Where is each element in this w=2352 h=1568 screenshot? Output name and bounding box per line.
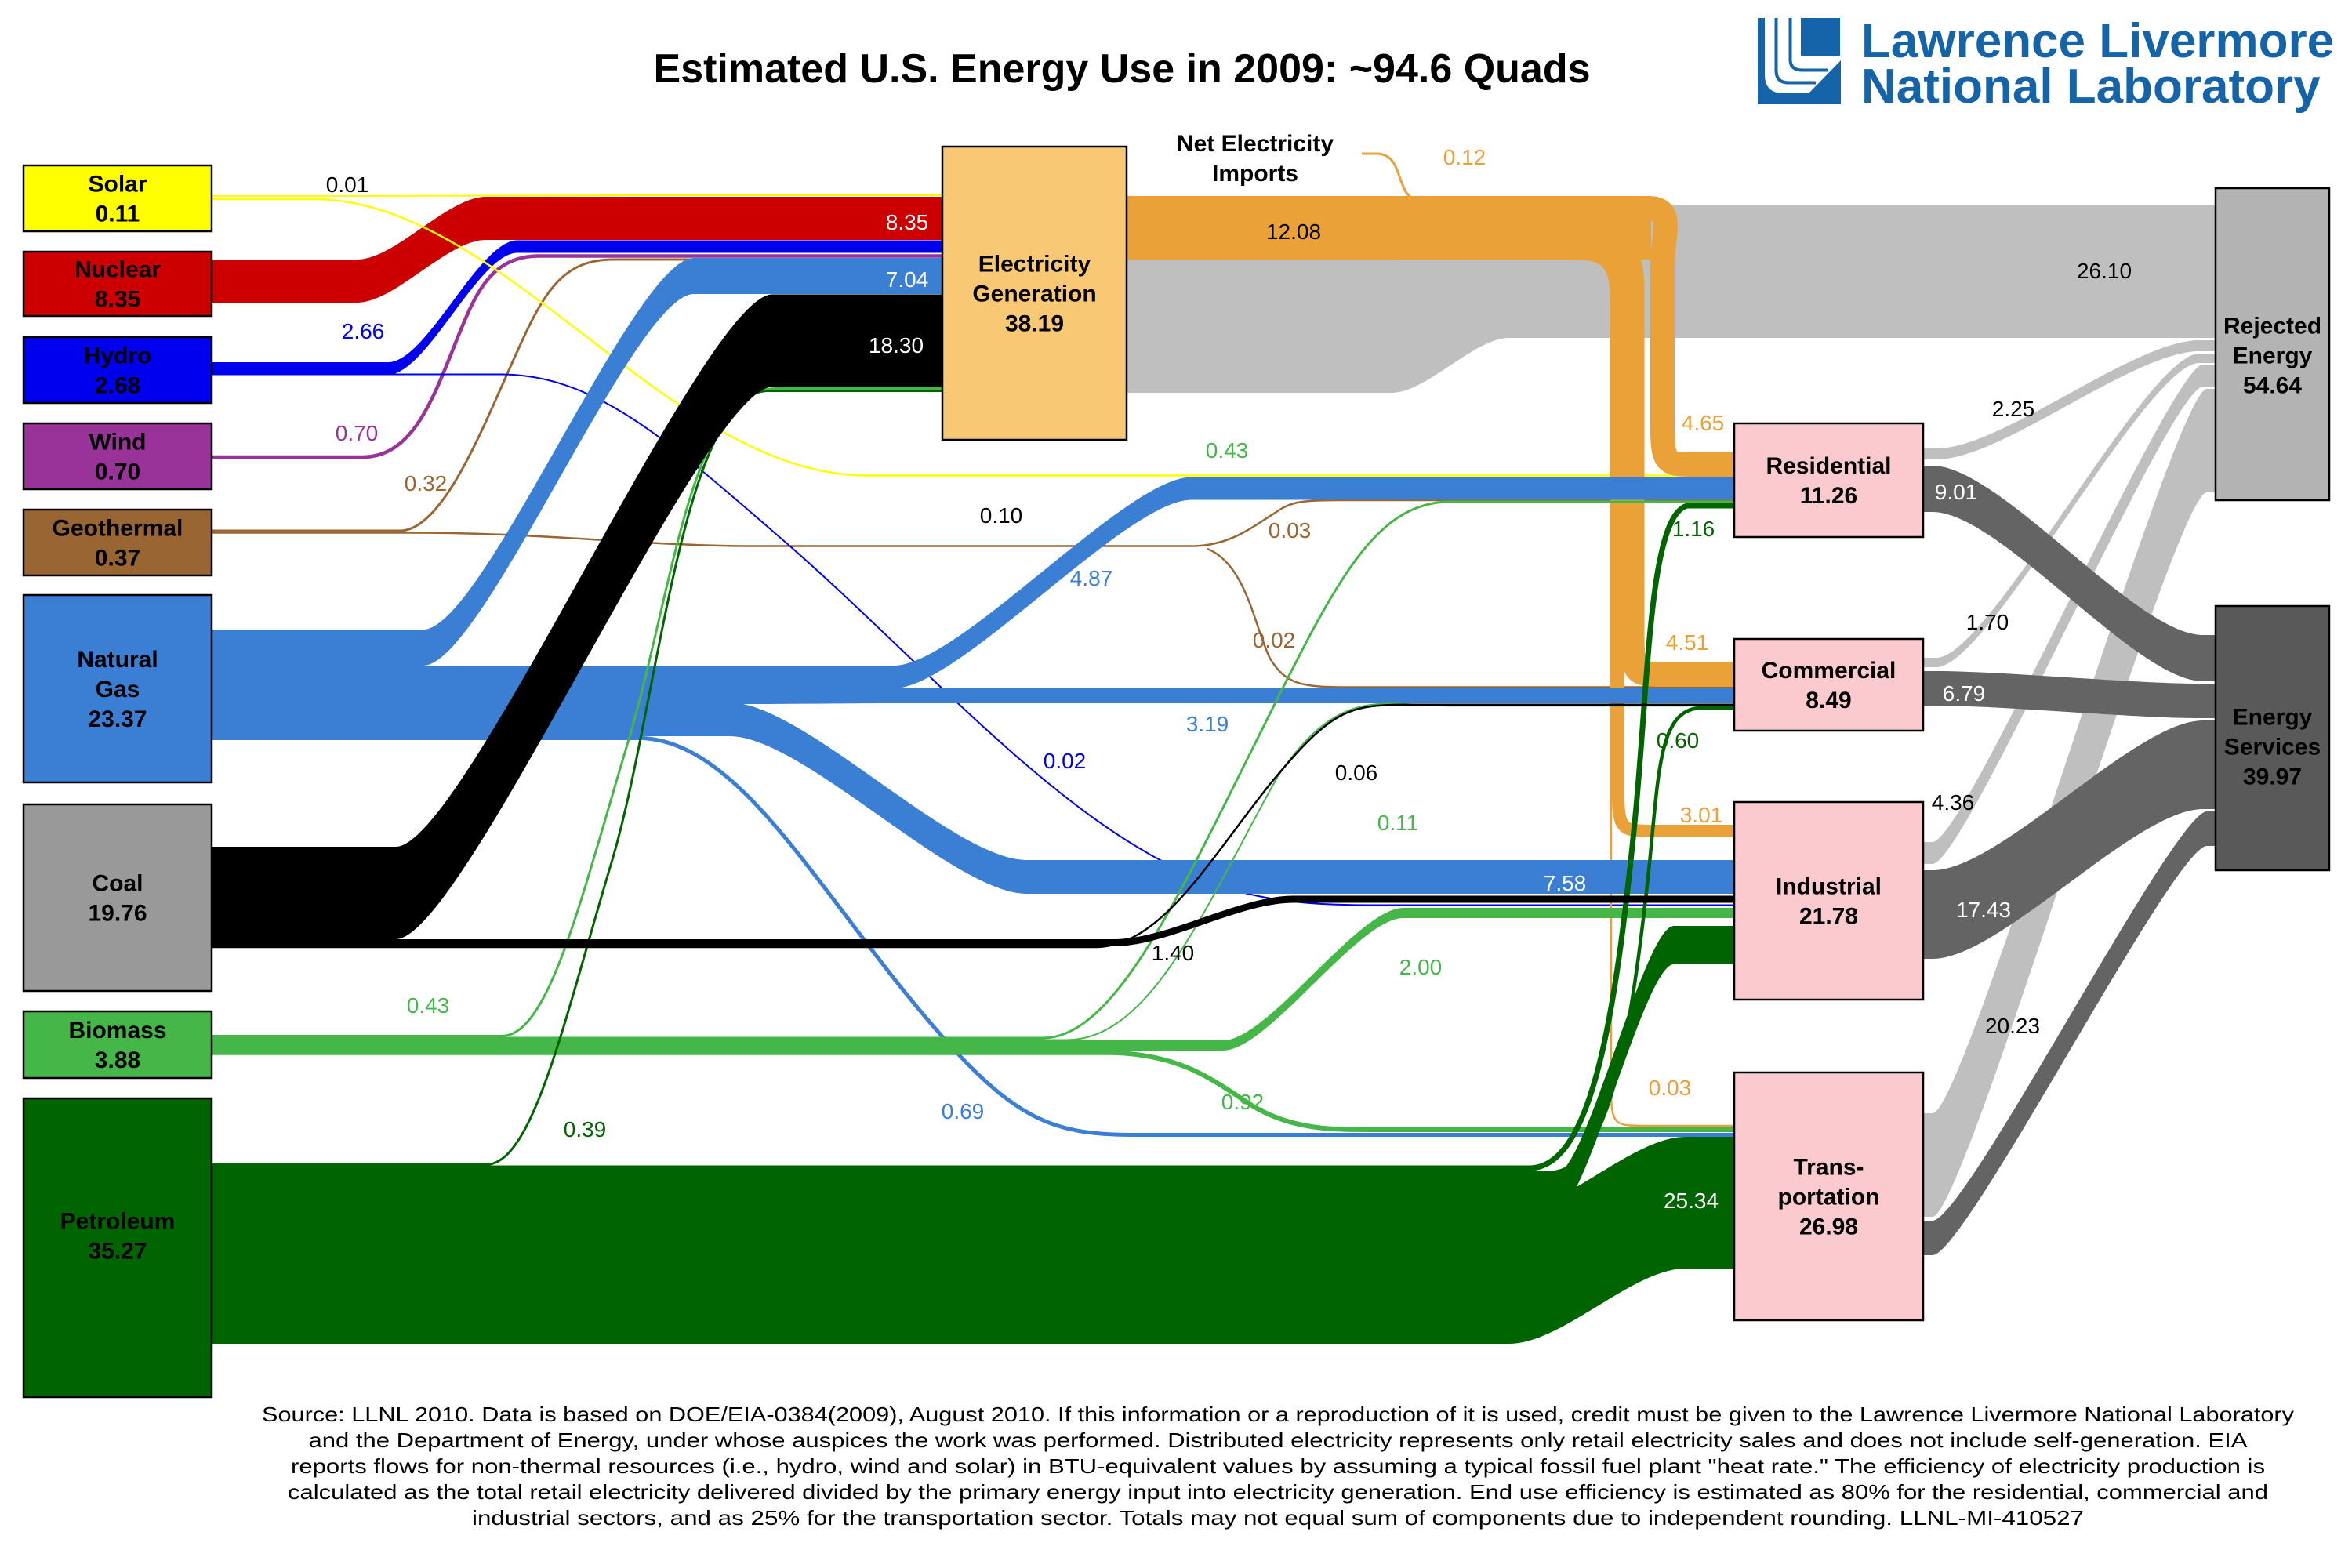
svg-text:Hydro: Hydro	[84, 343, 152, 369]
svg-text:3.88: 3.88	[95, 1047, 140, 1073]
svg-text:0.02: 0.02	[1253, 628, 1296, 652]
svg-text:industrial sectors, and as 25%: industrial sectors, and as 25% for the t…	[472, 1506, 2084, 1530]
svg-text:0.03: 0.03	[1269, 518, 1312, 543]
svg-text:and the Department of Energy,: and the Department of Energy, under whos…	[309, 1428, 2249, 1452]
svg-text:Wind: Wind	[89, 430, 146, 456]
svg-text:0.03: 0.03	[1649, 1076, 1692, 1100]
svg-text:Imports: Imports	[1212, 161, 1298, 187]
svg-text:Solar: Solar	[88, 172, 147, 198]
svg-text:0.39: 0.39	[564, 1117, 607, 1142]
svg-text:25.34: 25.34	[1664, 1189, 1719, 1213]
svg-text:19.76: 19.76	[88, 901, 147, 927]
svg-text:54.64: 54.64	[2243, 373, 2302, 399]
svg-text:Natural: Natural	[77, 647, 158, 673]
svg-text:Residential: Residential	[1766, 453, 1891, 479]
svg-text:reports flows for non-thermal: reports flows for non-thermal resources …	[291, 1454, 2265, 1478]
svg-text:National Laboratory: National Laboratory	[1861, 60, 2321, 114]
svg-text:2.68: 2.68	[95, 373, 140, 399]
svg-text:17.43: 17.43	[1956, 898, 2011, 922]
svg-text:0.12: 0.12	[1443, 145, 1486, 169]
svg-text:7.58: 7.58	[1544, 871, 1587, 895]
svg-text:0.70: 0.70	[95, 459, 140, 485]
svg-text:Generation: Generation	[972, 281, 1096, 307]
svg-text:1.70: 1.70	[1966, 610, 2009, 634]
svg-text:6.74: 6.74	[1978, 1233, 2021, 1258]
svg-text:21.78: 21.78	[1799, 904, 1858, 930]
svg-text:39.97: 39.97	[2243, 764, 2302, 790]
svg-text:portation: portation	[1778, 1185, 1880, 1210]
svg-text:0.11: 0.11	[96, 201, 140, 227]
svg-text:Nuclear: Nuclear	[74, 257, 161, 283]
svg-text:20.23: 20.23	[1985, 1014, 2040, 1038]
svg-text:Source: LLNL 2010. Data is bas: Source: LLNL 2010. Data is based on DOE/…	[262, 1403, 2294, 1426]
svg-text:1.16: 1.16	[1672, 517, 1715, 541]
svg-text:35.27: 35.27	[88, 1239, 147, 1265]
svg-text:1.40: 1.40	[1152, 941, 1195, 965]
svg-text:0.43: 0.43	[407, 993, 450, 1018]
svg-text:3.19: 3.19	[1186, 712, 1229, 736]
svg-text:4.36: 4.36	[1932, 790, 1975, 815]
svg-text:3.01: 3.01	[1680, 803, 1723, 827]
svg-text:Energy: Energy	[2233, 705, 2313, 731]
svg-text:0.69: 0.69	[942, 1099, 985, 1123]
svg-text:Biomass: Biomass	[68, 1018, 166, 1044]
svg-text:Gas: Gas	[96, 677, 140, 702]
svg-text:0.92: 0.92	[1221, 1090, 1265, 1114]
svg-text:0.37: 0.37	[95, 546, 140, 572]
svg-text:Electricity: Electricity	[978, 252, 1091, 278]
svg-text:0.06: 0.06	[1335, 760, 1378, 785]
svg-text:9.01: 9.01	[1935, 480, 1978, 504]
svg-text:Lawrence Livermore: Lawrence Livermore	[1861, 14, 2334, 68]
svg-text:Trans-: Trans-	[1793, 1155, 1864, 1181]
svg-text:4.87: 4.87	[1070, 566, 1113, 590]
svg-text:calculated as the total retail: calculated as the total retail electrici…	[288, 1480, 2268, 1504]
svg-text:11.26: 11.26	[1800, 483, 1857, 509]
svg-text:Coal: Coal	[92, 871, 143, 897]
svg-text:26.98: 26.98	[1799, 1214, 1858, 1240]
svg-text:Estimated U.S. Energy Use in 2: Estimated U.S. Energy Use in 2009: ~94.6…	[653, 46, 1590, 92]
svg-text:23.37: 23.37	[88, 706, 147, 732]
svg-text:0.70: 0.70	[336, 421, 379, 445]
svg-text:2.25: 2.25	[1992, 397, 2035, 421]
svg-text:0.32: 0.32	[405, 471, 448, 495]
svg-text:2.00: 2.00	[1399, 955, 1443, 979]
svg-text:0.11: 0.11	[1377, 811, 1418, 835]
svg-text:Services: Services	[2224, 735, 2321, 760]
svg-text:8.35: 8.35	[886, 210, 929, 234]
svg-text:4.65: 4.65	[1682, 411, 1725, 435]
svg-text:4.51: 4.51	[1666, 630, 1709, 655]
svg-text:Energy: Energy	[2233, 343, 2313, 369]
svg-text:7.04: 7.04	[886, 267, 929, 292]
svg-text:Geothermal: Geothermal	[53, 516, 183, 542]
svg-text:0.02: 0.02	[1044, 749, 1087, 773]
svg-text:7.77: 7.77	[1563, 923, 1606, 947]
svg-text:6.79: 6.79	[1943, 681, 1986, 706]
svg-text:18.30: 18.30	[869, 333, 924, 358]
svg-text:0.01: 0.01	[326, 172, 369, 197]
svg-text:Industrial: Industrial	[1776, 874, 1882, 900]
svg-text:Rejected: Rejected	[2223, 314, 2321, 339]
svg-text:Net Electricity: Net Electricity	[1177, 131, 1334, 157]
svg-text:0.10: 0.10	[980, 503, 1023, 528]
svg-text:Commercial: Commercial	[1762, 658, 1896, 684]
svg-text:38.19: 38.19	[1005, 311, 1064, 337]
svg-text:8.35: 8.35	[95, 287, 140, 313]
svg-text:0.43: 0.43	[1206, 438, 1249, 463]
svg-text:Petroleum: Petroleum	[60, 1209, 176, 1235]
svg-text:8.49: 8.49	[1806, 688, 1851, 713]
svg-text:12.08: 12.08	[1266, 220, 1321, 244]
svg-text:2.66: 2.66	[342, 319, 385, 343]
svg-text:26.10: 26.10	[2077, 259, 2132, 283]
svg-text:0.60: 0.60	[1657, 728, 1700, 753]
